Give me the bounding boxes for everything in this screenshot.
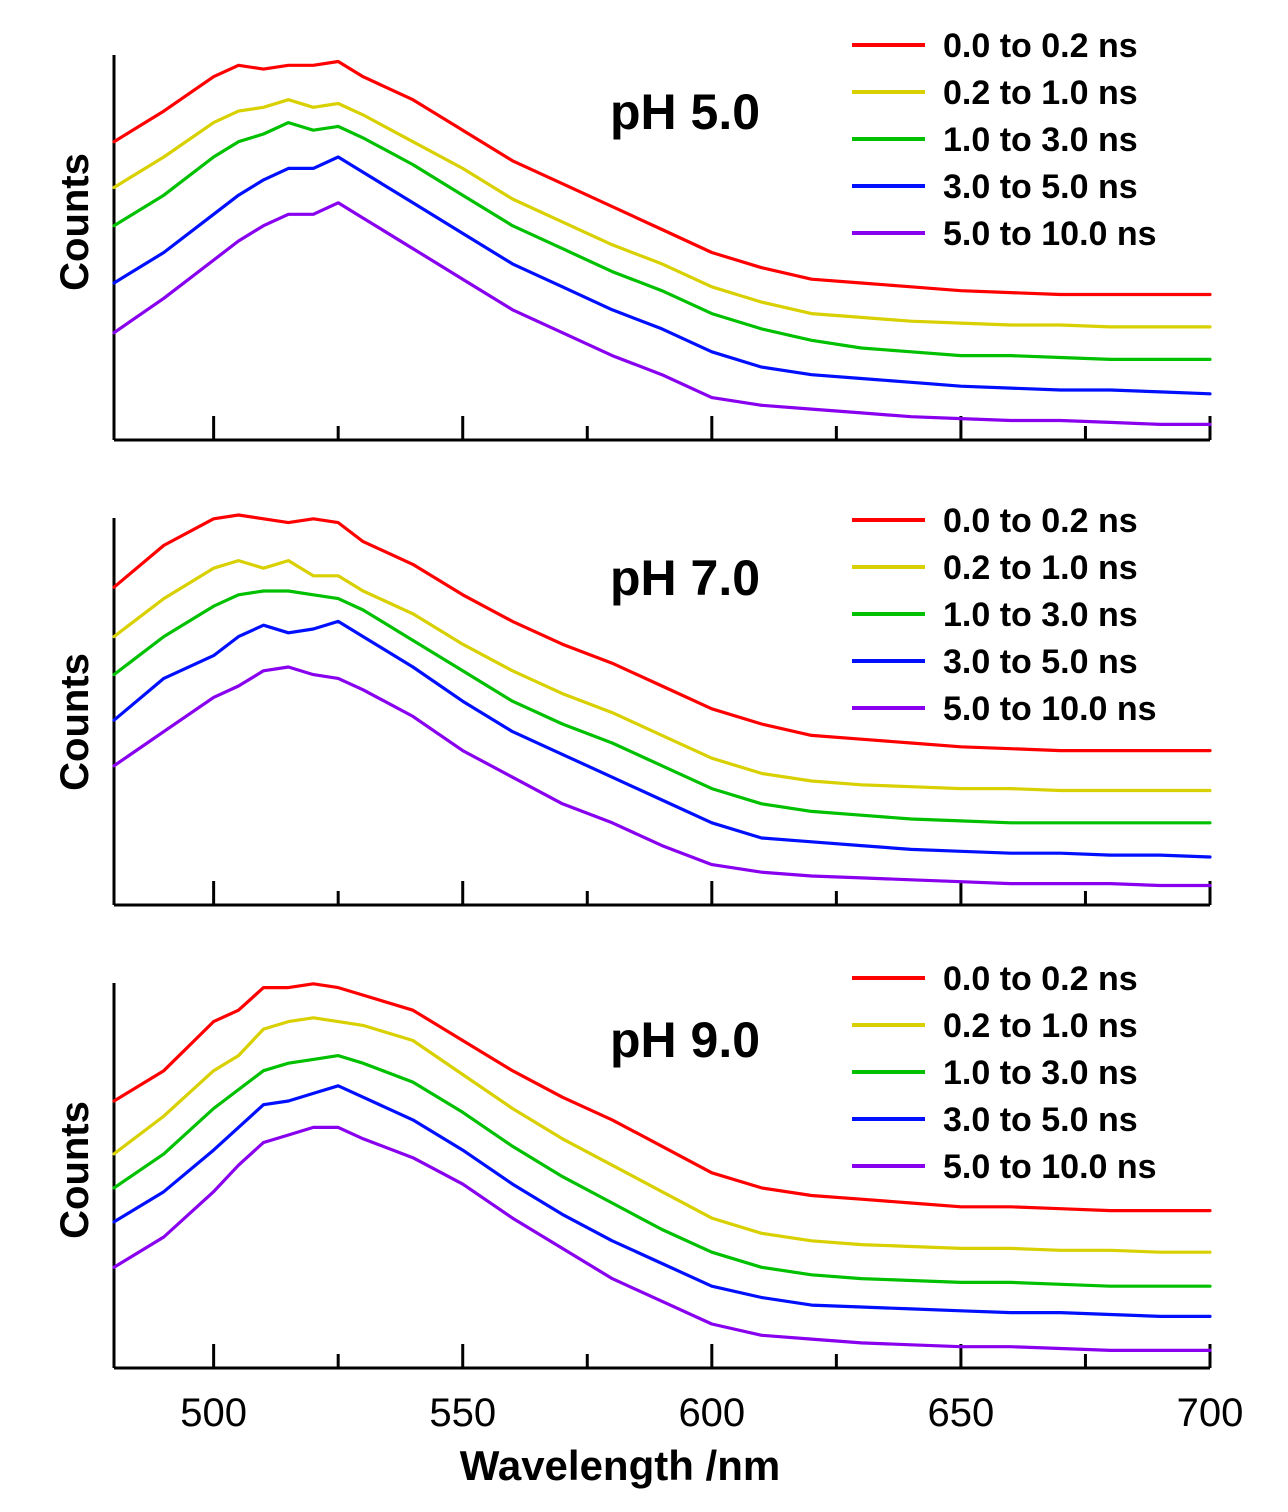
legend-label: 1.0 to 3.0 ns [943, 121, 1138, 159]
legend-label: 0.2 to 1.0 ns [943, 549, 1138, 587]
panel-2: pH 7.0 Counts 0.0 to 0.2 ns 0.2 to 1.0 ns 1.… [53, 502, 1212, 907]
series-line-4 [112, 1084, 1212, 1318]
legend-label: 0.2 to 1.0 ns [943, 74, 1138, 112]
x-axis-label: Wavelength /nm [460, 1442, 780, 1489]
panel-title: pH 7.0 [610, 550, 760, 606]
x-tick-label: 500 [180, 1391, 247, 1435]
series-line-3 [112, 121, 1212, 361]
legend-label: 5.0 to 10.0 ns [943, 1148, 1157, 1186]
y-axis-label: Counts [53, 1101, 97, 1239]
legend-label: 0.0 to 0.2 ns [943, 502, 1138, 540]
legend-label: 1.0 to 3.0 ns [943, 1054, 1138, 1092]
series-line-2 [112, 559, 1212, 793]
x-tick-label: 700 [1177, 1391, 1244, 1435]
x-tick-label: 650 [928, 1391, 995, 1435]
series-line-3 [112, 1054, 1212, 1288]
legend-label: 5.0 to 10.0 ns [943, 215, 1157, 253]
series-line-5 [112, 201, 1212, 426]
series-line-3 [112, 589, 1212, 825]
legend-label: 3.0 to 5.0 ns [943, 168, 1138, 206]
legend-label: 5.0 to 10.0 ns [943, 690, 1157, 728]
series-line-5 [112, 1125, 1212, 1352]
panel-title: pH 9.0 [610, 1012, 760, 1068]
panel-title: pH 5.0 [610, 84, 760, 140]
x-tick-label: 550 [429, 1391, 496, 1435]
y-axis-label: Counts [53, 153, 97, 291]
panel-1: pH 5.0 Counts 0.0 to 0.2 ns 0.2 to 1.0 ns 1.… [53, 27, 1212, 442]
series-line-5 [112, 665, 1212, 888]
legend-label: 1.0 to 3.0 ns [943, 596, 1138, 634]
legend-label: 3.0 to 5.0 ns [943, 643, 1138, 681]
series-line-1 [112, 59, 1212, 297]
series-line-1 [112, 982, 1212, 1213]
legend-label: 0.0 to 0.2 ns [943, 27, 1138, 65]
legend-label: 0.2 to 1.0 ns [943, 1007, 1138, 1045]
series-line-2 [112, 98, 1212, 329]
y-axis-label: Counts [53, 653, 97, 791]
series-line-2 [112, 1016, 1212, 1254]
legend-label: 3.0 to 5.0 ns [943, 1101, 1138, 1139]
panel-3: pH 9.0 Counts 0.0 to 0.2 ns 0.2 to 1.0 ns 1.… [53, 960, 1243, 1489]
x-tick-label: 600 [678, 1391, 745, 1435]
legend-label: 0.0 to 0.2 ns [943, 960, 1138, 998]
series-line-4 [112, 155, 1212, 396]
series-line-4 [112, 619, 1212, 859]
series-line-1 [112, 513, 1212, 753]
